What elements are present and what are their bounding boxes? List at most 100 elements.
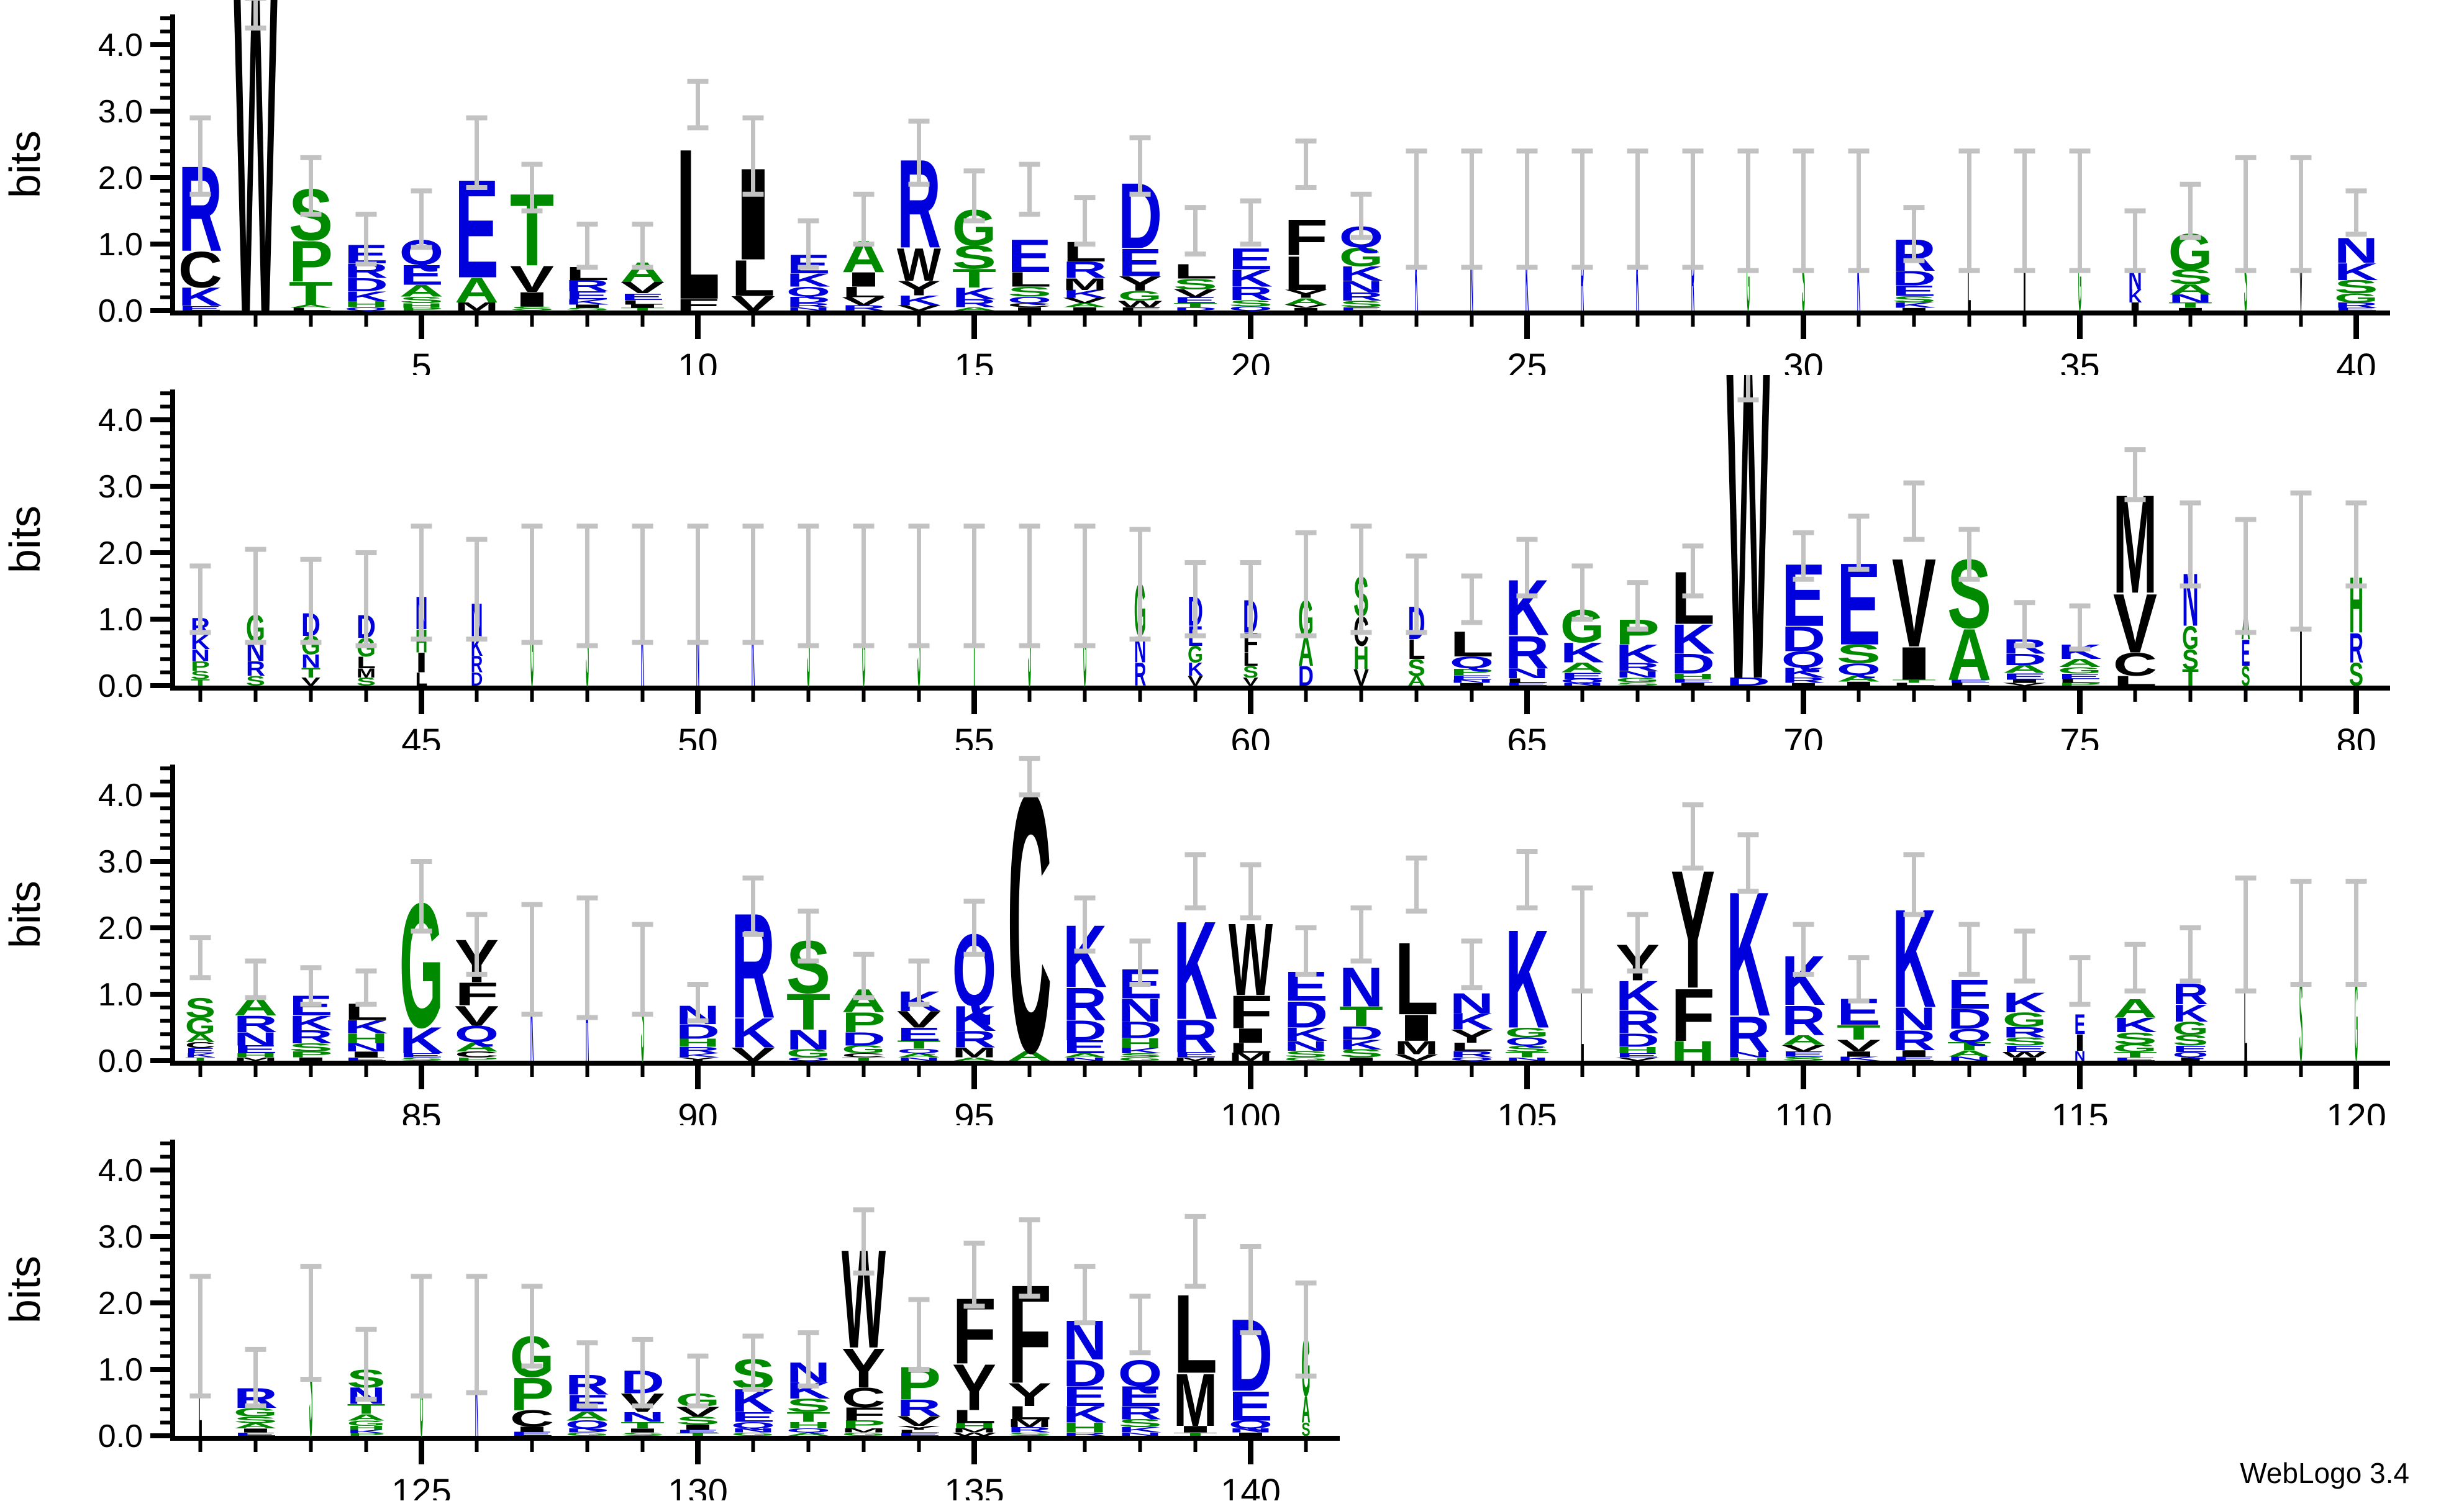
logo-letter: H: [1726, 1056, 1770, 1061]
logo-letter: L: [1581, 926, 1584, 1093]
logo-letter: C: [842, 1053, 886, 1059]
logo-letter: K: [2173, 1000, 2209, 1027]
logo-letter: K: [897, 292, 941, 308]
logo-letter: R: [1134, 656, 1147, 692]
logo-letter: S: [2113, 1029, 2157, 1048]
logo-letter: S: [676, 1415, 720, 1427]
logo-position-35: G: [2069, 148, 2091, 331]
logo-letter: D: [1616, 1030, 1660, 1051]
logo-letter: S: [289, 1041, 333, 1054]
logo-letter: S: [1505, 1044, 1549, 1054]
logo-letter: R: [1781, 676, 1825, 684]
logo-position-38: S: [2235, 155, 2257, 331]
logo-letter: N: [1947, 1056, 1991, 1062]
logo-letter: C: [2113, 646, 2157, 682]
logo-letter: N: [2168, 292, 2212, 305]
logo-letter: I: [510, 1425, 554, 1433]
logo-letter: K: [2113, 1014, 2157, 1036]
logo-letter: I: [344, 1050, 388, 1059]
logo-letter: M: [952, 1428, 996, 1434]
logo-letter: I: [2168, 307, 2212, 312]
logo-letter: H: [952, 1422, 996, 1430]
logo-letter: S: [2299, 950, 2303, 1086]
logo-letter: L: [1007, 268, 1052, 291]
logo-letter: V: [2299, 226, 2303, 331]
logo-letter: I: [1339, 1056, 1383, 1061]
logo-position-41: TSPNKR: [189, 563, 211, 687]
logo-letter: Q: [1560, 678, 1604, 684]
logo-letter: A: [1837, 673, 1881, 684]
logo-letter: Q: [1837, 660, 1881, 678]
logo-letter: S: [1243, 663, 1258, 681]
logo-letter: F: [1671, 974, 1715, 1057]
logo-letter: H: [399, 302, 443, 309]
x-tick-label: 5: [411, 347, 431, 375]
logo-letter: K: [1892, 301, 1936, 309]
logo-letter: H: [786, 1420, 830, 1431]
logo-letter: N: [1229, 1428, 1273, 1434]
logo-letter: V: [1892, 532, 1936, 673]
logo-letter: T: [621, 1420, 665, 1431]
logo-letter: G: [786, 1048, 830, 1060]
logo-letter: Q: [2173, 1051, 2209, 1059]
logo-letter: Q: [1229, 1418, 1273, 1431]
logo-letter: W: [1229, 902, 1273, 1017]
logo-letter: A: [952, 306, 996, 311]
logo-letter: V: [1616, 1056, 1660, 1061]
logo-letter: V: [455, 1000, 499, 1032]
logo-letter: I: [289, 1056, 333, 1061]
logo-letter: S: [2334, 276, 2378, 297]
logo-letter: K: [565, 298, 609, 306]
logo-letter: D: [676, 1020, 720, 1043]
logo-position-63: ASLD: [1406, 553, 1427, 689]
logo-letter: E: [2113, 1056, 2157, 1061]
logo-letter: N: [1339, 278, 1383, 296]
logo-letter: S: [399, 1056, 443, 1061]
logo-letter: H: [234, 1053, 278, 1059]
logo-position-125: G: [411, 1274, 432, 1466]
logo-letter: T: [347, 1401, 385, 1417]
logo-letter: Y: [842, 1337, 886, 1400]
logo-letter: E: [565, 289, 609, 302]
logo-letter: G: [2113, 1042, 2157, 1054]
logo-letter: A: [399, 281, 443, 300]
logo-letter: K: [952, 284, 996, 302]
logo-letter: A: [2003, 663, 2047, 676]
logo-letter: V: [2003, 682, 2047, 687]
y-tick-label: 3.0: [98, 469, 143, 505]
logo-letter: H: [344, 1031, 388, 1046]
logo-letter: R: [1616, 661, 1660, 673]
logo-letter: K: [1857, 226, 1860, 331]
logo-letter: I: [1007, 306, 1052, 311]
logo-position-26: R: [1571, 148, 1593, 331]
logo-letter: F: [1118, 306, 1162, 311]
logo-letter: T: [2182, 665, 2199, 691]
logo-letter: R: [565, 277, 609, 294]
logo-letter: S: [510, 306, 554, 312]
logo-letter: G: [842, 1431, 886, 1436]
logo-letter: E: [1781, 1050, 1825, 1058]
logo-letter: G: [2334, 291, 2378, 305]
logo-letter: L: [357, 653, 376, 672]
logo-letter: K: [289, 1012, 333, 1035]
logo-letter: H: [1063, 1420, 1107, 1435]
logo-letter: L: [1394, 922, 1439, 1036]
x-tick-label: 20: [1230, 347, 1271, 375]
y-tick-label: 0.0: [98, 668, 143, 704]
